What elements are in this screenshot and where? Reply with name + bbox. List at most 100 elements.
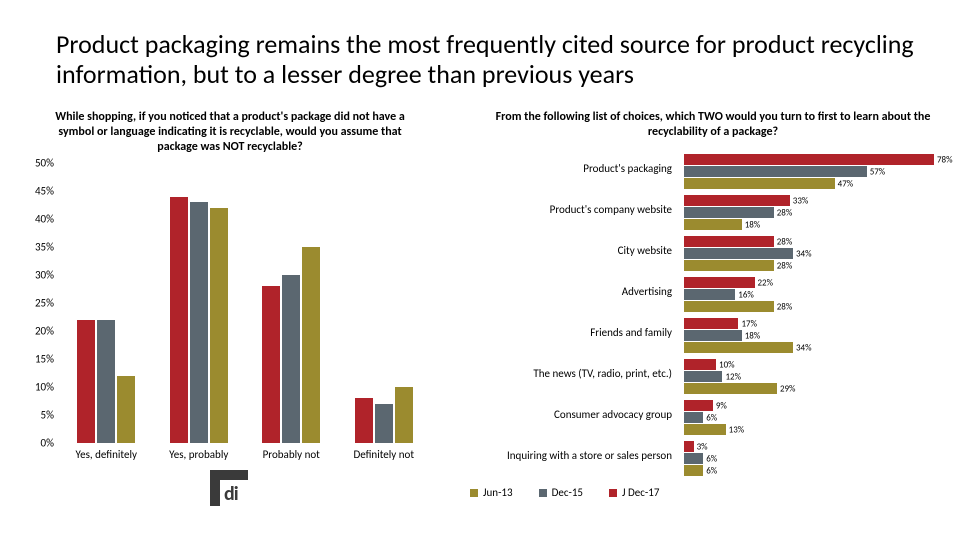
logo-text: di: [224, 482, 238, 506]
hbar-value: 10%: [719, 359, 735, 370]
hbar-value: 18%: [745, 219, 761, 230]
legend-label: Jun-13: [483, 486, 513, 499]
hbar-row: City website 28%34%28%: [478, 232, 938, 273]
hbar-value: 6%: [706, 412, 717, 423]
hbar: [684, 441, 694, 452]
hbar: [684, 195, 790, 206]
hbar: [684, 207, 774, 218]
hbar-row: Advertising 22% 16% 28%: [478, 273, 938, 314]
y-axis-tick: 45%: [20, 185, 54, 198]
left-subtitle: While shopping, if you noticed that a pr…: [10, 110, 450, 163]
legend-item: Dec-15: [539, 486, 583, 499]
hbar-row: Product's company website 33%28% 18%: [478, 191, 938, 232]
hbar-value: 28%: [777, 236, 793, 247]
x-axis-category: Definitely not: [339, 448, 429, 461]
hbar-value: 78%: [937, 154, 953, 165]
hbar-row: Product's packaging78%57%47%: [478, 150, 938, 191]
hbar-value: 29%: [780, 383, 796, 394]
hbar: [684, 400, 713, 411]
y-axis-tick: 35%: [20, 241, 54, 254]
legend-label: Dec-15: [552, 486, 583, 499]
hbar: [684, 371, 722, 382]
hbar-value: 17%: [741, 318, 757, 329]
y-axis-tick: 5%: [20, 409, 54, 422]
left-panel: While shopping, if you noticed that a pr…: [10, 110, 450, 473]
hbar: [684, 330, 742, 341]
hbar-value: 57%: [870, 166, 886, 177]
hbar-value: 9%: [716, 400, 727, 411]
slide: Product packaging remains the most frequ…: [0, 0, 960, 540]
y-axis-tick: 0%: [20, 437, 54, 450]
hbar: [684, 219, 742, 230]
hbar: [684, 342, 793, 353]
hbar: [684, 424, 726, 435]
hbar-value: 3%: [697, 441, 708, 452]
hbar-row: Inquiring with a store or sales person 3%…: [478, 437, 938, 478]
hbar: [684, 236, 774, 247]
hbar-value: 33%: [793, 195, 809, 206]
hbar: [684, 412, 703, 423]
hbar: [684, 178, 835, 189]
hbar-bars: 28%34%28%: [684, 236, 934, 276]
hbar-row: Consumer advocacy group 9%6% 13%: [478, 396, 938, 437]
hbar-row: The news (TV, radio, print, etc.) 10%12% 2…: [478, 355, 938, 396]
hbar-value: 6%: [706, 465, 717, 476]
logo: di: [200, 470, 270, 514]
legend-swatch: [609, 489, 617, 497]
hbar-value: 28%: [777, 207, 793, 218]
hbar: [684, 154, 934, 165]
legend-label: J Dec-17: [622, 486, 659, 499]
y-axis-tick: 50%: [20, 157, 54, 170]
hbar-value: 18%: [745, 330, 761, 341]
hbar-label: Friends and family: [478, 326, 678, 339]
right-subtitle: From the following list of choices, whic…: [478, 110, 948, 150]
hbar: [684, 465, 703, 476]
hbar-label: Inquiring with a store or sales person: [478, 449, 678, 462]
legend-item: Jun-13: [470, 486, 513, 499]
y-axis-tick: 20%: [20, 325, 54, 338]
hbar-value: 6%: [706, 453, 717, 464]
y-axis-tick: 10%: [20, 381, 54, 394]
hbar-bars: 10%12% 29%: [684, 359, 934, 399]
hbar-value: 13%: [729, 424, 745, 435]
hbar-label: Product's packaging: [478, 162, 678, 175]
hbar-bars: 78%57%47%: [684, 154, 934, 194]
hbar: [684, 318, 738, 329]
hbar: [684, 383, 777, 394]
hbar-row: Friends and family 17%18% 34%: [478, 314, 938, 355]
right-panel: From the following list of choices, whic…: [478, 110, 948, 485]
hbar-value: 47%: [838, 178, 854, 189]
hbar-value: 34%: [796, 342, 812, 353]
hbar-bars: 9%6% 13%: [684, 400, 934, 440]
hbar-label: Consumer advocacy group: [478, 408, 678, 421]
y-axis-tick: 40%: [20, 213, 54, 226]
hbar-bars: 22% 16% 28%: [684, 277, 934, 317]
hbar-bars: 33%28% 18%: [684, 195, 934, 235]
x-axis-category: Probably not: [246, 448, 336, 461]
hbar: [684, 289, 735, 300]
y-axis-tick: 15%: [20, 353, 54, 366]
hbar-value: 22%: [758, 277, 774, 288]
legend-item: J Dec-17: [609, 486, 659, 499]
legend: Jun-13 Dec-15 J Dec-17: [470, 486, 910, 499]
y-axis-tick: 25%: [20, 297, 54, 310]
horizontal-bar-chart: Product's packaging78%57%47%Product's co…: [478, 150, 938, 485]
hbar: [684, 453, 703, 464]
hbar-label: Product's company website: [478, 203, 678, 216]
page-title: Product packaging remains the most frequ…: [56, 30, 916, 90]
hbar-value: 16%: [738, 289, 754, 300]
vertical-bar-chart: 0%5%10%15%20%25%30%35%40%45%50% Yes, def…: [20, 163, 440, 473]
hbar-value: 28%: [777, 301, 793, 312]
hbar-label: Advertising: [478, 285, 678, 298]
hbar-label: City website: [478, 244, 678, 257]
hbar-bars: 17%18% 34%: [684, 318, 934, 358]
x-axis-category: Yes, definitely: [61, 448, 151, 461]
legend-swatch: [539, 489, 547, 497]
hbar: [684, 301, 774, 312]
hbar-label: The news (TV, radio, print, etc.): [478, 367, 678, 380]
hbar-value: 12%: [725, 371, 741, 382]
legend-swatch: [470, 489, 478, 497]
hbar-value: 34%: [796, 248, 812, 259]
hbar: [684, 248, 793, 259]
hbar: [684, 166, 867, 177]
